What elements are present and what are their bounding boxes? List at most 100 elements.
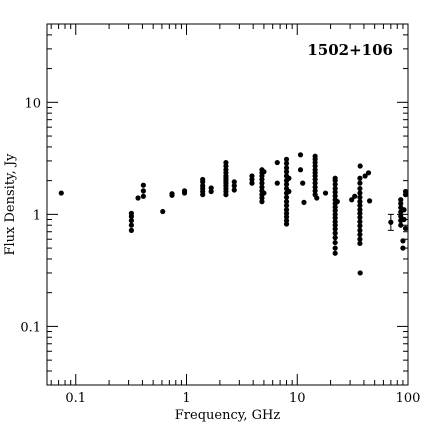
data-point (401, 207, 407, 213)
data-point (312, 188, 318, 194)
data-point (249, 180, 255, 186)
plot-frame (46, 23, 409, 386)
chart-title: 1502+106 (307, 41, 393, 59)
data-point (398, 200, 404, 207)
data-point (259, 180, 265, 186)
data-point (400, 245, 406, 251)
data-point (128, 222, 134, 228)
data-point (283, 210, 290, 216)
data-point (398, 213, 404, 219)
data-point (128, 227, 134, 233)
data-point (332, 245, 338, 251)
data-point (357, 214, 363, 220)
y-tick-label: 10 (24, 96, 41, 111)
data-point (283, 217, 290, 224)
data-point (352, 193, 358, 199)
data-point (332, 175, 338, 181)
data-point (349, 197, 355, 203)
data-point (160, 208, 166, 215)
data-point (312, 184, 318, 190)
data-point (332, 211, 338, 217)
data-point (312, 180, 318, 186)
data-point (402, 188, 409, 195)
data-point (261, 190, 267, 196)
y-tick-label: 1 (33, 208, 41, 223)
data-point (140, 182, 146, 188)
data-point (58, 190, 64, 196)
data-point (400, 238, 406, 244)
data-point (286, 175, 292, 181)
data-point (208, 185, 214, 191)
data-point (357, 207, 363, 213)
data-point (231, 179, 237, 185)
data-point (223, 159, 229, 166)
data-point (357, 199, 363, 205)
data-point (283, 156, 290, 162)
data-point (357, 227, 363, 233)
data-point (357, 180, 363, 186)
data-point (128, 210, 134, 216)
data-point (332, 189, 338, 195)
data-point (332, 226, 338, 232)
data-point (332, 185, 338, 192)
data-point (332, 250, 338, 256)
data-point (231, 187, 237, 193)
data-point (312, 153, 318, 159)
data-point (231, 183, 237, 189)
data-point (274, 180, 280, 186)
data-point (357, 210, 363, 216)
data-point (357, 223, 363, 229)
data-point (366, 198, 373, 204)
y-axis-label: Flux Density, Jy (3, 153, 18, 256)
data-point (357, 240, 363, 247)
data-point (259, 199, 265, 205)
data-point (200, 183, 206, 189)
data-point (274, 159, 280, 166)
data-point (249, 173, 255, 179)
data-point (283, 181, 290, 188)
data-point (261, 169, 267, 175)
data-point (357, 219, 363, 225)
data-point (283, 165, 290, 171)
data-point (357, 185, 363, 192)
data-point (334, 199, 340, 205)
data-point (140, 188, 146, 194)
data-point (332, 239, 338, 246)
data-point (181, 188, 188, 194)
data-point (286, 188, 292, 195)
data-point (332, 230, 338, 236)
data-point (301, 199, 307, 205)
data-point (357, 194, 363, 200)
data-point (169, 191, 175, 197)
x-tick-label: 1 (182, 391, 190, 406)
data-point (398, 197, 404, 203)
data-point (283, 202, 290, 209)
data-point (398, 222, 404, 228)
data-point (357, 190, 363, 196)
data-point (362, 173, 368, 179)
data-point (388, 219, 394, 225)
data-point (259, 184, 265, 190)
x-tick-label: 100 (396, 391, 421, 406)
x-tick-label: 10 (289, 391, 306, 406)
data-point (357, 270, 363, 276)
data-point (312, 167, 318, 173)
data-point (322, 190, 329, 196)
data-point (401, 216, 407, 223)
data-point (402, 225, 409, 231)
data-point (314, 195, 320, 201)
x-axis-label: Frequency, GHz (175, 408, 281, 423)
x-tick-labels: 0.1 1 10 100 (65, 391, 420, 406)
data-point (357, 202, 363, 209)
data-point (332, 193, 338, 199)
data-point (300, 180, 306, 186)
x-tick-label: 0.1 (65, 391, 86, 406)
data-point (283, 160, 290, 166)
data-point (332, 219, 338, 225)
axis-ticks (47, 23, 409, 386)
data-point (297, 152, 304, 158)
data-point (140, 193, 146, 199)
data-point (357, 175, 363, 181)
data-point (332, 235, 338, 241)
